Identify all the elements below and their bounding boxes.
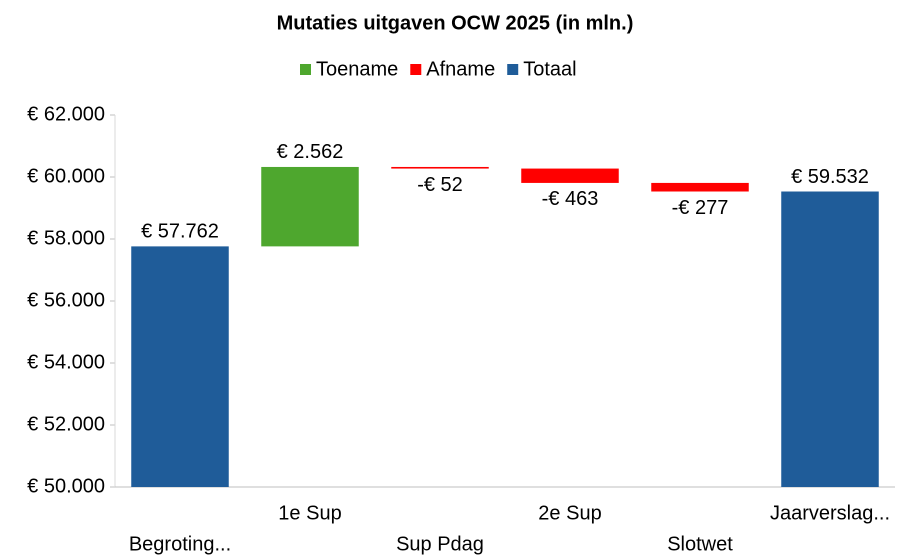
x-tick-label: Jaarverslag... bbox=[770, 502, 890, 524]
bar bbox=[651, 182, 749, 192]
bar bbox=[521, 168, 619, 183]
legend-swatch bbox=[410, 64, 422, 75]
bar bbox=[131, 246, 229, 487]
data-label: -€ 52 bbox=[417, 174, 463, 196]
y-tick-label: € 56.000 bbox=[27, 289, 105, 311]
data-label: -€ 277 bbox=[672, 197, 729, 219]
y-tick-label: € 52.000 bbox=[27, 413, 105, 435]
legend-label: Totaal bbox=[523, 58, 576, 80]
x-tick-label: Sup Pdag bbox=[396, 533, 484, 555]
x-tick-label: 1e Sup bbox=[278, 502, 341, 524]
data-label: € 2.562 bbox=[277, 141, 344, 163]
x-tick-label: Slotwet bbox=[667, 533, 733, 555]
y-tick-label: € 50.000 bbox=[27, 475, 105, 497]
data-label: € 59.532 bbox=[791, 166, 869, 188]
chart-title: Mutaties uitgaven OCW 2025 (in mln.) bbox=[277, 12, 634, 34]
legend-swatch bbox=[300, 64, 311, 75]
x-tick-label: 2e Sup bbox=[538, 502, 601, 524]
y-tick-label: € 58.000 bbox=[27, 227, 105, 249]
bar bbox=[261, 166, 359, 247]
y-tick-label: € 62.000 bbox=[27, 103, 105, 125]
legend-label: Afname bbox=[426, 58, 495, 80]
legend-swatch bbox=[507, 64, 519, 75]
bar bbox=[391, 166, 489, 169]
y-tick-label: € 54.000 bbox=[27, 351, 105, 373]
y-tick-label: € 60.000 bbox=[27, 165, 105, 187]
x-tick-label: Begroting... bbox=[129, 533, 231, 555]
legend-label: Toename bbox=[316, 58, 398, 80]
data-label: -€ 463 bbox=[542, 188, 599, 210]
bar bbox=[781, 191, 879, 487]
data-label: € 57.762 bbox=[141, 221, 219, 243]
